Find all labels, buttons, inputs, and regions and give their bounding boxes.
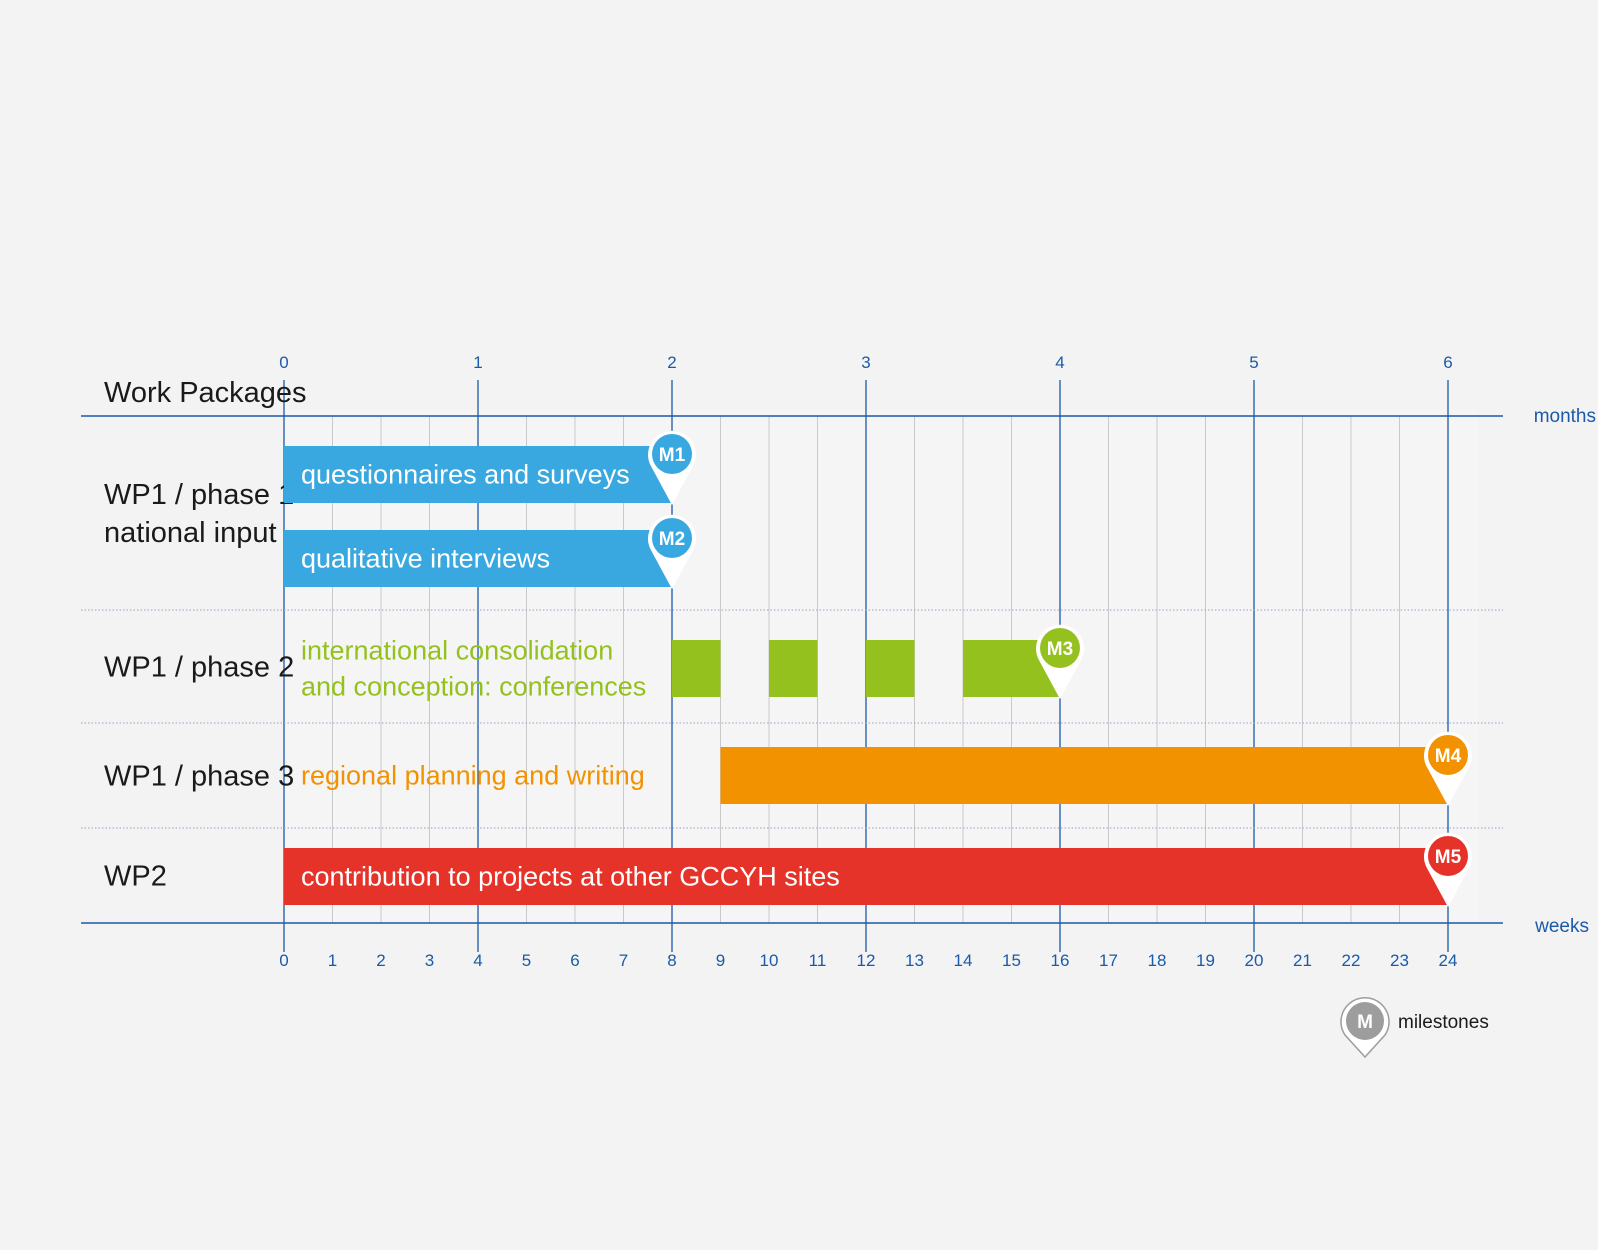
week-tick-label: 8 (667, 951, 676, 970)
row-label: national input (104, 517, 277, 549)
row-labels: Work Packages WP1 / phase 1 national input… (104, 377, 307, 893)
week-tick-label: 10 (760, 951, 779, 970)
milestone-label: M3 (1047, 639, 1073, 660)
week-tick-label: 5 (522, 951, 531, 970)
task-label: and conception: conferences (301, 672, 646, 702)
month-tick-label: 6 (1443, 353, 1452, 372)
task-label: regional planning and writing (301, 761, 645, 791)
milestone-pin (1428, 735, 1468, 775)
month-tick-label: 2 (667, 353, 676, 372)
week-tick-label: 15 (1002, 951, 1021, 970)
task-label: questionnaires and surveys (301, 460, 630, 490)
milestone-pin (652, 518, 692, 558)
milestones: M1 M2 M3 M4 M5 (647, 430, 1472, 907)
legend-label: milestones (1398, 1012, 1489, 1033)
legend-pin (1346, 1002, 1384, 1040)
row-label: WP1 / phase 2 (104, 652, 294, 684)
task-label: contribution to projects at other GCCYH … (301, 862, 840, 892)
week-tick-label: 6 (570, 951, 579, 970)
week-tick-label: 3 (425, 951, 434, 970)
months-axis-label: months (1534, 406, 1596, 427)
task-label: qualitative interviews (301, 544, 550, 574)
row-label: WP1 / phase 3 (104, 761, 294, 793)
week-tick-label: 12 (857, 951, 876, 970)
task-bar-segment (284, 848, 1448, 905)
legend-symbol: M (1357, 1012, 1373, 1033)
week-tick-label: 1 (328, 951, 337, 970)
month-tick-label: 4 (1055, 353, 1064, 372)
week-tick-label: 0 (279, 951, 288, 970)
task-bar-segment (284, 530, 672, 587)
milestone-label: M4 (1435, 746, 1462, 767)
task-bar-segment (672, 640, 721, 697)
task-label: international consolidation (301, 636, 613, 666)
week-tick-label: 2 (376, 951, 385, 970)
week-tick-label: 24 (1439, 951, 1458, 970)
milestone-pin (1040, 628, 1080, 668)
task-bars: questionnaires and surveys qualitative in… (284, 446, 1448, 905)
month-tick-label: 5 (1249, 353, 1258, 372)
week-tick-label: 11 (809, 951, 827, 970)
week-tick-label: 7 (619, 951, 628, 970)
task-bar-segment (866, 640, 915, 697)
week-tick-label: 22 (1342, 951, 1361, 970)
week-tick-label: 9 (716, 951, 725, 970)
week-tick-label: 17 (1099, 951, 1118, 970)
task-bar-segment (769, 640, 818, 697)
weeks-axis-label: weeks (1534, 916, 1589, 937)
week-tick-label: 16 (1051, 951, 1070, 970)
week-tick-label: 20 (1245, 951, 1264, 970)
week-tick-label: 14 (954, 951, 973, 970)
week-tick-label: 21 (1293, 951, 1312, 970)
row-label: WP1 / phase 1 (104, 479, 294, 511)
week-tick-label: 23 (1390, 951, 1409, 970)
week-tick-label: 18 (1148, 951, 1167, 970)
milestone-label: M2 (659, 529, 685, 550)
month-tick-label: 0 (279, 353, 288, 372)
month-tick-label: 1 (473, 353, 482, 372)
row-label: WP2 (104, 861, 167, 893)
work-packages-header: Work Packages (104, 377, 307, 409)
task-bar-segment (284, 446, 672, 503)
milestone-pin (1428, 836, 1468, 876)
month-tick-label: 3 (861, 353, 870, 372)
week-tick-label: 13 (905, 951, 924, 970)
week-tick-label: 4 (473, 951, 482, 970)
milestone-pin (652, 434, 692, 474)
milestone-label: M1 (659, 445, 686, 466)
task-bar-segment (720, 747, 1448, 804)
milestone-label: M5 (1435, 847, 1462, 868)
axes: 0 1 2 3 4 5 60 1 2 3 4 5 6 7 8 9 10 11 12 13 14 15 16 17 18 19 20 2… (81, 353, 1596, 970)
week-tick-label: 19 (1196, 951, 1215, 970)
